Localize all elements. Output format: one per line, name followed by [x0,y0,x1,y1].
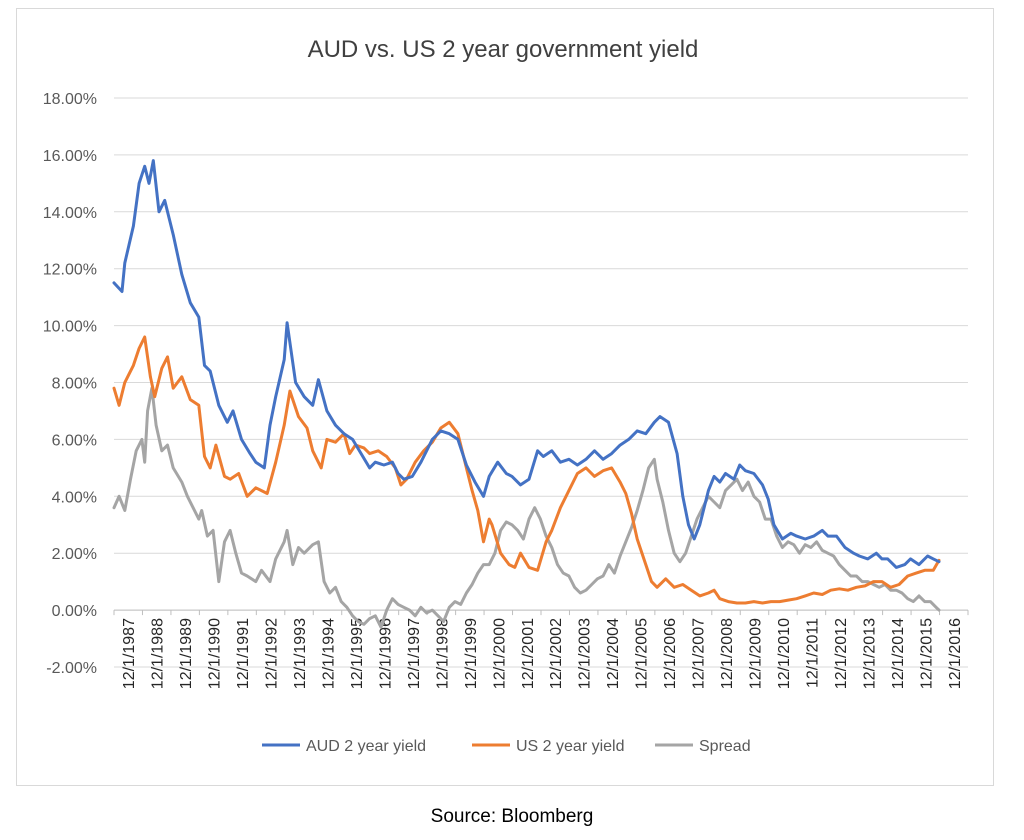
legend-label: US 2 year yield [516,738,625,755]
y-tick-label: 18.00% [43,91,97,108]
legend-label: Spread [699,738,751,755]
y-tick-label: -2.00% [46,660,97,677]
legend-label: AUD 2 year yield [306,738,426,755]
x-axis: 12/1/1987 12/1/1988 12/1/1989 12/1/1990 12/1… [113,609,969,689]
x-tick-label: 12/1/2009 [748,618,765,689]
x-tick-label: 12/1/1994 [321,618,338,689]
x-tick-label: 12/1/1987 [121,618,138,689]
x-tick-label: 12/1/1995 [349,618,366,689]
y-tick-label: 2.00% [52,546,97,563]
chart-frame [16,8,994,786]
x-tick-label: 12/1/1999 [463,618,480,689]
x-tick-label: 12/1/2000 [491,618,508,689]
x-tick-label: 12/1/1998 [434,618,451,689]
x-tick-label: 12/1/2007 [691,618,708,689]
y-tick-label: 10.00% [43,319,97,336]
x-tick-label: 12/1/1989 [178,618,195,689]
x-tick-label: 12/1/1991 [235,618,252,689]
x-tick-label: 12/1/1993 [292,618,309,689]
y-axis-tick-labels: -2.00% 0.00% 2.00% 4.00% 6.00% 8.00% 10.00% 12.… [43,91,97,677]
y-tick-label: 4.00% [52,489,97,506]
y-tick-label: 12.00% [43,262,97,279]
x-tick-label: 12/1/1988 [150,618,167,689]
series-line-us-2-year-yield [112,335,941,605]
x-tick-label: 12/1/2013 [861,618,878,689]
y-tick-label: 14.00% [43,205,97,222]
legend: AUD 2 year yield US 2 year yield Spread [262,738,751,755]
x-tick-label: 12/1/2003 [577,618,594,689]
line-chart: AUD vs. US 2 year government yield -2.00… [43,36,969,755]
x-tick-label: 12/1/2005 [634,618,651,689]
gridlines [114,97,968,668]
x-tick-label: 12/1/2010 [776,618,793,689]
series-line-aud-2-year-yield [112,159,941,569]
x-tick-label: 12/1/2014 [890,618,907,689]
x-tick-label: 12/1/2016 [947,618,964,689]
y-tick-label: 8.00% [52,376,97,393]
y-tick-label: 0.00% [52,603,97,620]
x-tick-label: 12/1/2011 [804,618,821,688]
x-tick-label: 12/1/2004 [605,618,622,689]
y-tick-label: 6.00% [52,432,97,449]
plot-area [112,159,941,629]
x-tick-label: 12/1/1996 [377,618,394,689]
x-tick-label: 12/1/1992 [264,618,281,689]
x-tick-label: 12/1/2006 [662,618,679,689]
x-tick-label: 12/1/2008 [719,618,736,689]
source-note: Source: Bloomberg [430,806,594,827]
series-line-spread [112,386,941,629]
x-tick-label: 12/1/2001 [520,618,537,689]
x-tick-label: 12/1/2012 [833,618,850,689]
chart-title: AUD vs. US 2 year government yield [308,36,699,63]
x-tick-label: 12/1/1997 [406,618,423,689]
x-tick-label: 12/1/2015 [918,618,935,689]
x-tick-label: 12/1/2002 [548,618,565,689]
y-tick-label: 16.00% [43,148,97,165]
x-tick-label: 12/1/1990 [207,618,224,689]
